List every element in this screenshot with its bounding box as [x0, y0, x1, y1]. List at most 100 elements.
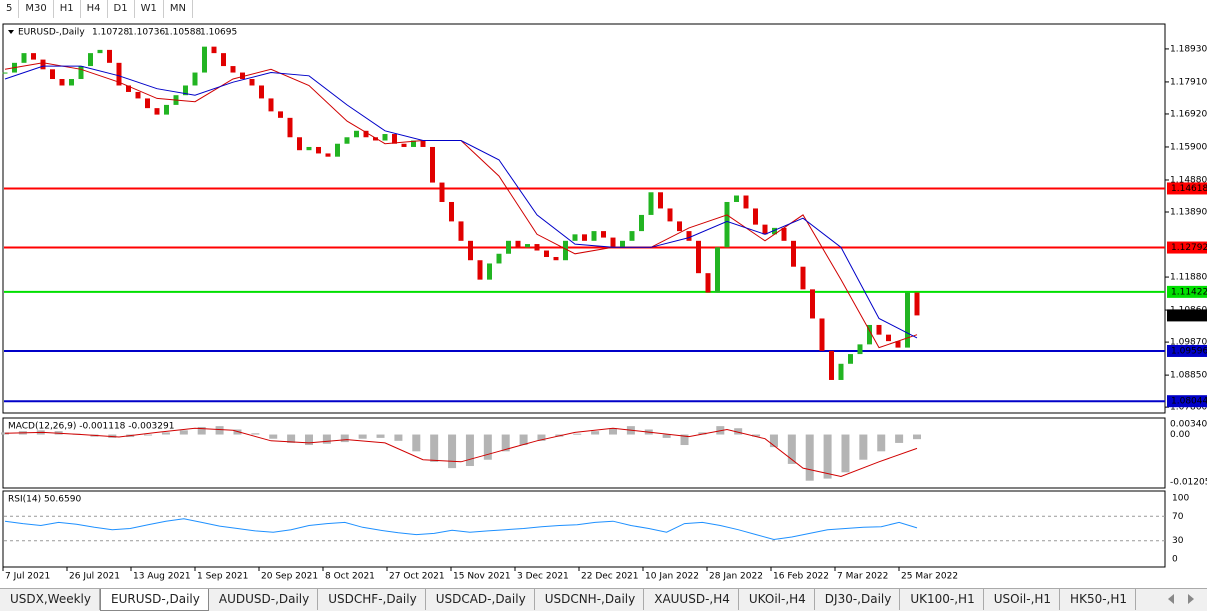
macd-bar — [376, 434, 385, 438]
candle — [563, 240, 568, 261]
candle — [838, 363, 844, 380]
symbol-tab[interactable]: EURUSD-,Daily — [100, 589, 209, 611]
candle — [97, 49, 103, 54]
candle — [183, 85, 188, 96]
macd-bar — [662, 434, 671, 438]
candle — [240, 72, 245, 80]
timeframe-button[interactable]: H4 — [81, 0, 108, 18]
candle — [496, 253, 502, 264]
macd-bar — [161, 432, 170, 435]
symbol-tab[interactable]: AUDUSD-,Daily — [209, 589, 319, 610]
candle — [363, 130, 369, 138]
symbol-tab[interactable]: DJ30-,Daily — [815, 589, 901, 610]
rsi-line — [4, 518, 918, 541]
candle — [69, 79, 74, 86]
macd-bar — [859, 434, 868, 460]
candle — [819, 318, 825, 351]
y-tick-label: 1.14880 — [1170, 175, 1207, 185]
timeframe-button[interactable]: M30 — [19, 0, 54, 18]
candle — [667, 208, 673, 222]
x-tick-label: 16 Feb 2022 — [773, 572, 829, 582]
symbol-tab[interactable]: USDCAD-,Daily — [426, 589, 535, 610]
symbol-tab[interactable]: XAUUSD-,H4 — [644, 589, 739, 610]
candle — [477, 260, 483, 280]
macd-bar — [698, 432, 707, 435]
moving-average — [4, 65, 918, 339]
candle — [753, 208, 758, 225]
macd-bar — [805, 434, 814, 481]
candle — [458, 221, 464, 241]
macd-bar — [609, 428, 617, 435]
candle — [582, 234, 587, 241]
candle — [658, 192, 663, 209]
candle — [772, 227, 777, 235]
level-label: 1.09596 — [1171, 346, 1207, 356]
y-tick-label: 1.09870 — [1170, 338, 1207, 348]
symbol-tab[interactable]: USDCHF-,Daily — [318, 589, 426, 610]
main-panel — [2, 23, 1166, 414]
symbol-tab[interactable]: USOil-,H1 — [984, 589, 1061, 610]
symbol-tab[interactable]: USDX,Weekly — [0, 589, 100, 610]
y-tick-label: 1.08850 — [1170, 371, 1207, 381]
x-tick-label: 15 Nov 2021 — [453, 572, 511, 582]
candle — [335, 143, 340, 157]
candle — [430, 146, 435, 183]
candle — [800, 266, 806, 290]
timeframe-button[interactable]: 5 — [0, 0, 20, 18]
y-tick-label: 0.003408 — [1170, 420, 1207, 430]
candle — [278, 111, 283, 118]
macd-bar — [412, 434, 421, 452]
timeframe-button[interactable]: H1 — [54, 0, 81, 18]
timeframe-button[interactable]: D1 — [108, 0, 135, 18]
candle — [781, 227, 787, 241]
candle — [914, 292, 920, 316]
timeframe-button[interactable]: W1 — [135, 0, 164, 18]
macd-bar — [215, 426, 224, 435]
candle — [373, 137, 378, 141]
candle — [515, 240, 521, 248]
candle — [59, 79, 65, 86]
scroll-left[interactable] — [1168, 594, 1174, 604]
candle — [78, 66, 84, 80]
level-label-box — [1167, 241, 1207, 254]
symbol-tab[interactable]: UKOil-,H4 — [739, 589, 815, 610]
y-tick-label: -0.012051 — [1170, 478, 1207, 488]
y-tick-label: 1.11880 — [1170, 273, 1207, 283]
symbol-tab[interactable]: USDCNH-,Daily — [535, 589, 645, 610]
candle — [192, 72, 198, 86]
candle — [553, 256, 559, 261]
macd-bar — [179, 430, 188, 435]
candle — [145, 98, 150, 109]
macd-bar — [680, 434, 689, 446]
candle — [164, 104, 169, 115]
candle — [107, 49, 112, 63]
symbol-tab[interactable]: UK100-,H1 — [900, 589, 984, 610]
y-tick-label: 1.16920 — [1170, 109, 1207, 119]
candle — [591, 231, 597, 241]
symbol-tab[interactable]: HK50-,H1 — [1060, 589, 1137, 610]
timeframe-button[interactable]: MN — [164, 0, 193, 18]
candle — [211, 46, 217, 54]
x-tick-label: 3 Dec 2021 — [517, 572, 569, 582]
macd-title: MACD(12,26,9) -0.001118 -0.003291 — [8, 422, 174, 432]
macd-bar — [752, 434, 761, 437]
macd-bar — [877, 434, 886, 452]
candle — [867, 324, 872, 345]
current-price-label: 1.10695 — [1171, 311, 1207, 321]
level-label-box — [1167, 344, 1207, 357]
candle — [439, 182, 445, 202]
candle — [601, 231, 606, 238]
candle — [411, 140, 416, 147]
scroll-right[interactable] — [1188, 594, 1194, 604]
candle — [544, 250, 549, 257]
macd-bar — [895, 434, 904, 443]
macd-bar — [287, 434, 296, 443]
candle — [810, 289, 815, 319]
level-label: 1.08044 — [1171, 397, 1207, 407]
candle — [468, 240, 473, 261]
candle — [306, 146, 312, 151]
candle — [249, 79, 255, 86]
candle — [639, 214, 644, 232]
collapse-icon — [8, 30, 14, 34]
